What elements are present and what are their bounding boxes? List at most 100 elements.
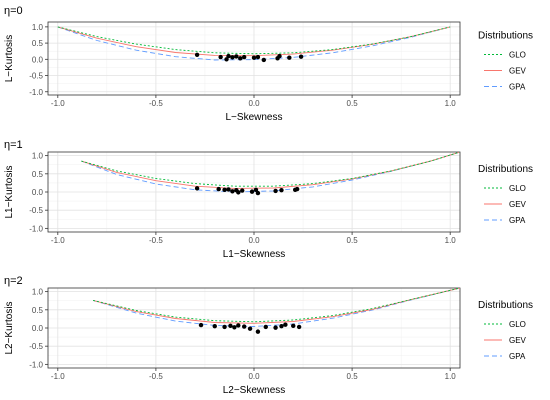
legend-label: GEV [509, 336, 527, 345]
x-tick-label: 0.5 [347, 99, 359, 108]
panel-title: η=1 [4, 139, 23, 151]
y-tick-label: 1.0 [32, 288, 44, 297]
data-point [255, 190, 261, 196]
y-tick-label: 1.0 [32, 152, 44, 161]
y-tick-label: 0.0 [32, 324, 44, 333]
data-point [222, 187, 227, 193]
plot-border [47, 21, 461, 96]
x-tick-label: 0.0 [248, 99, 260, 108]
y-tick-label: -1.0 [29, 360, 43, 369]
data-point [291, 323, 296, 329]
legend-label: GPA [509, 216, 526, 225]
x-axis-label: L1−Skewness [223, 249, 286, 260]
data-point [287, 55, 292, 60]
data-point [298, 54, 304, 59]
panel-0: -1.0 -0.5 0.0 0.5 1.0 -1.0 -0.5 0.0 0.5 1.0 η=0 L−S… [4, 5, 533, 123]
data-point [273, 325, 278, 330]
data-point [224, 57, 229, 62]
x-tick-label: -0.5 [149, 99, 163, 108]
x-tick-label: 0.5 [347, 372, 359, 381]
data-point [273, 188, 278, 194]
x-tick-label: 1.0 [445, 236, 457, 245]
legend-label: GLO [509, 184, 526, 193]
legend-label: GLO [509, 51, 526, 60]
x-tick-label: -1.0 [51, 236, 65, 245]
data-point [241, 54, 247, 60]
y-tick-label: -0.5 [29, 206, 43, 215]
y-tick-label: 0.5 [32, 306, 44, 315]
y-tick-label: 1.0 [32, 23, 44, 32]
data-point [230, 189, 235, 194]
x-tick-label: 1.0 [445, 372, 457, 381]
x-tick-label: -0.5 [149, 236, 163, 245]
data-point [294, 186, 300, 192]
data-point [232, 325, 237, 330]
legend-title: Distributions [478, 300, 533, 311]
data-point [249, 189, 255, 194]
data-point [230, 55, 235, 60]
data-point [255, 329, 261, 334]
data-point [222, 324, 227, 330]
data-point [194, 52, 200, 57]
y-tick-label: 0.5 [32, 170, 44, 179]
series-line-gev [81, 152, 460, 189]
legend-title: Distributions [478, 31, 533, 42]
legend-label: GPA [509, 352, 526, 361]
data-point [263, 324, 268, 330]
data-point [228, 323, 233, 329]
series-line-gpa [92, 288, 460, 327]
data-point [241, 324, 247, 329]
data-point [279, 323, 284, 329]
x-axis-label: L−Skewness [226, 112, 283, 123]
data-point [236, 190, 241, 195]
y-tick-label: 0.0 [32, 188, 44, 197]
x-tick-label: 0.5 [347, 236, 359, 245]
legend-label: GEV [509, 200, 527, 209]
x-tick-label: -1.0 [51, 372, 65, 381]
x-tick-label: 1.0 [445, 99, 457, 108]
y-axis-label: L−Kurtosis [4, 35, 15, 83]
legend: Distributions GLO GEV GPA [478, 164, 533, 225]
data-point [226, 53, 231, 59]
y-tick-label: -0.5 [29, 342, 43, 351]
data-point [240, 188, 245, 193]
plot-border [47, 287, 461, 369]
legend-title: Distributions [478, 164, 533, 175]
legend-label: GEV [509, 67, 527, 76]
y-tick-label: 0.5 [32, 39, 44, 48]
legend-label: GPA [509, 83, 526, 92]
y-tick-label: -0.5 [29, 72, 43, 81]
y-axis-label: L2−Kurtosis [4, 301, 15, 354]
panel-title: η=2 [4, 275, 23, 287]
data-point [218, 54, 223, 60]
data-point [238, 56, 243, 61]
data-point [234, 54, 239, 59]
data-point [236, 323, 241, 328]
data-point [198, 322, 204, 328]
data-point [251, 55, 257, 60]
y-axis-label: L1−Kurtosis [4, 165, 15, 218]
panel-title: η=0 [4, 5, 23, 17]
data-point [212, 323, 217, 329]
y-tick-label: 0.0 [32, 55, 44, 64]
plot-border [47, 151, 461, 233]
panel-2: -1.0 -0.5 0.0 0.5 1.0 -1.0 -0.5 0.0 0.5 1.0 η=2 L2−… [4, 275, 533, 396]
legend: Distributions GLO GEV GPA [478, 300, 533, 361]
y-tick-label: -1.0 [29, 88, 43, 97]
data-point [279, 187, 284, 193]
panel-1: -1.0 -0.5 0.0 0.5 1.0 -1.0 -0.5 0.0 0.5 1.0 η=1 L1−… [4, 139, 533, 260]
data-point [226, 187, 231, 192]
data-point [247, 326, 253, 331]
x-tick-label: -1.0 [51, 99, 65, 108]
legend: Distributions GLO GEV GPA [478, 31, 533, 92]
x-tick-label: -0.5 [149, 372, 163, 381]
data-point [216, 186, 221, 192]
data-point [296, 324, 302, 330]
series-line-glo [92, 288, 460, 323]
data-point [277, 53, 282, 59]
y-tick-label: -1.0 [29, 224, 43, 233]
x-tick-label: 0.0 [248, 372, 260, 381]
x-tick-label: 0.0 [248, 236, 260, 245]
legend-label: GLO [509, 320, 526, 329]
x-axis-label: L2−Skewness [223, 385, 286, 396]
